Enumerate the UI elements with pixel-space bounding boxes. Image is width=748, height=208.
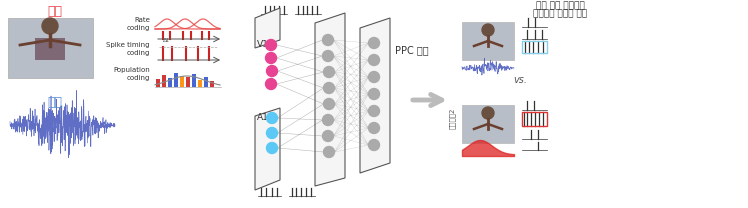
Circle shape (369, 105, 379, 116)
Text: Δt: Δt (163, 38, 170, 43)
Circle shape (323, 83, 334, 94)
Bar (192, 74, 196, 87)
Circle shape (266, 66, 278, 77)
Text: Rate: Rate (134, 17, 150, 23)
Circle shape (369, 140, 379, 151)
Circle shape (322, 130, 334, 141)
Text: 다중감각 선택성 형성: 다중감각 선택성 형성 (533, 9, 587, 18)
Text: V1: V1 (257, 40, 269, 49)
Polygon shape (255, 108, 280, 190)
Circle shape (266, 113, 278, 124)
Bar (180, 76, 184, 87)
Text: Population: Population (113, 67, 150, 73)
Circle shape (482, 107, 494, 119)
Text: vs.: vs. (513, 75, 527, 85)
Circle shape (323, 67, 334, 78)
Circle shape (266, 52, 277, 63)
Circle shape (369, 37, 379, 48)
Text: PPC 모사: PPC 모사 (395, 45, 429, 55)
Text: 최종 말단 신경망의: 최종 말단 신경망의 (536, 1, 584, 10)
Circle shape (482, 24, 494, 36)
Circle shape (322, 35, 334, 46)
Circle shape (323, 99, 334, 109)
Circle shape (369, 72, 379, 83)
Text: A1: A1 (257, 113, 269, 122)
Circle shape (42, 18, 58, 34)
Bar (522, 41, 547, 53)
Circle shape (369, 123, 379, 134)
Bar (8, 18, 93, 78)
Text: 청각: 청각 (48, 96, 63, 109)
Bar (198, 80, 202, 87)
Text: coding: coding (126, 25, 150, 31)
Bar (210, 81, 214, 87)
Bar (522, 112, 547, 126)
Bar (35, 38, 65, 60)
Bar (156, 79, 160, 87)
Polygon shape (315, 13, 345, 186)
Circle shape (322, 51, 334, 62)
Polygon shape (360, 18, 390, 173)
Text: coding: coding (126, 50, 150, 56)
Text: Spike timing: Spike timing (106, 42, 150, 48)
Bar (462, 22, 514, 60)
Bar (186, 77, 190, 87)
Bar (204, 77, 208, 87)
Circle shape (323, 146, 334, 157)
Text: 시각: 시각 (48, 5, 63, 18)
Circle shape (266, 128, 278, 139)
Circle shape (266, 40, 277, 51)
Bar (462, 105, 514, 143)
Circle shape (369, 88, 379, 99)
Circle shape (369, 54, 379, 66)
Bar (162, 75, 166, 87)
Circle shape (266, 142, 278, 154)
Circle shape (322, 114, 334, 125)
Text: coding: coding (126, 75, 150, 81)
Bar (168, 78, 172, 87)
Bar (174, 73, 178, 87)
Polygon shape (255, 8, 280, 48)
Circle shape (266, 78, 277, 89)
Text: 다중감각2: 다중감각2 (449, 107, 456, 129)
